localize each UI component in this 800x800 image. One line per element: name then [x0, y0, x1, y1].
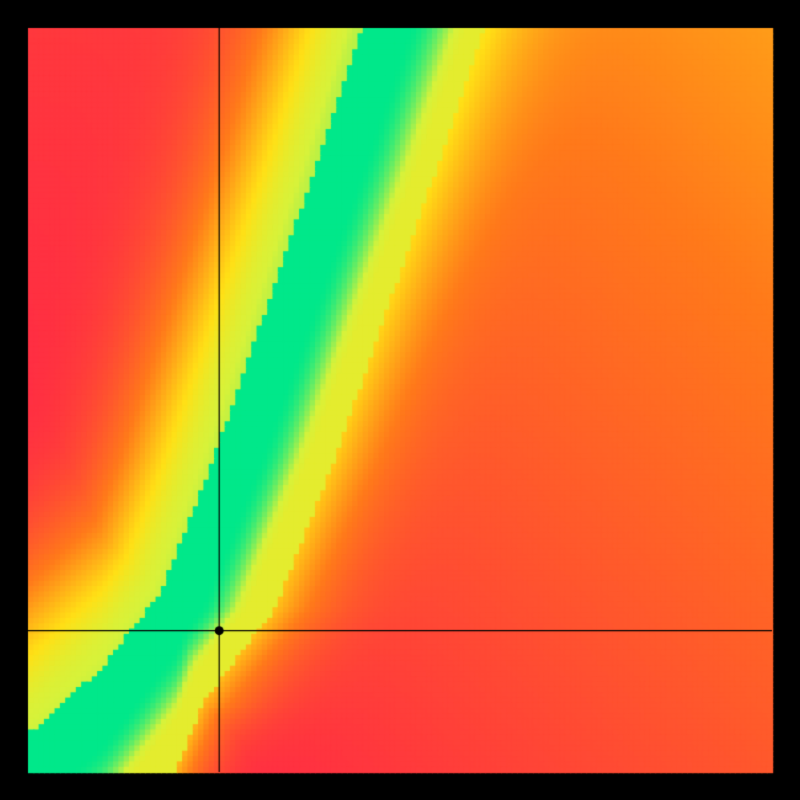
bottleneck-heatmap	[0, 0, 800, 800]
chart-container: { "watermark": { "text": "TheBottleneck.…	[0, 0, 800, 800]
